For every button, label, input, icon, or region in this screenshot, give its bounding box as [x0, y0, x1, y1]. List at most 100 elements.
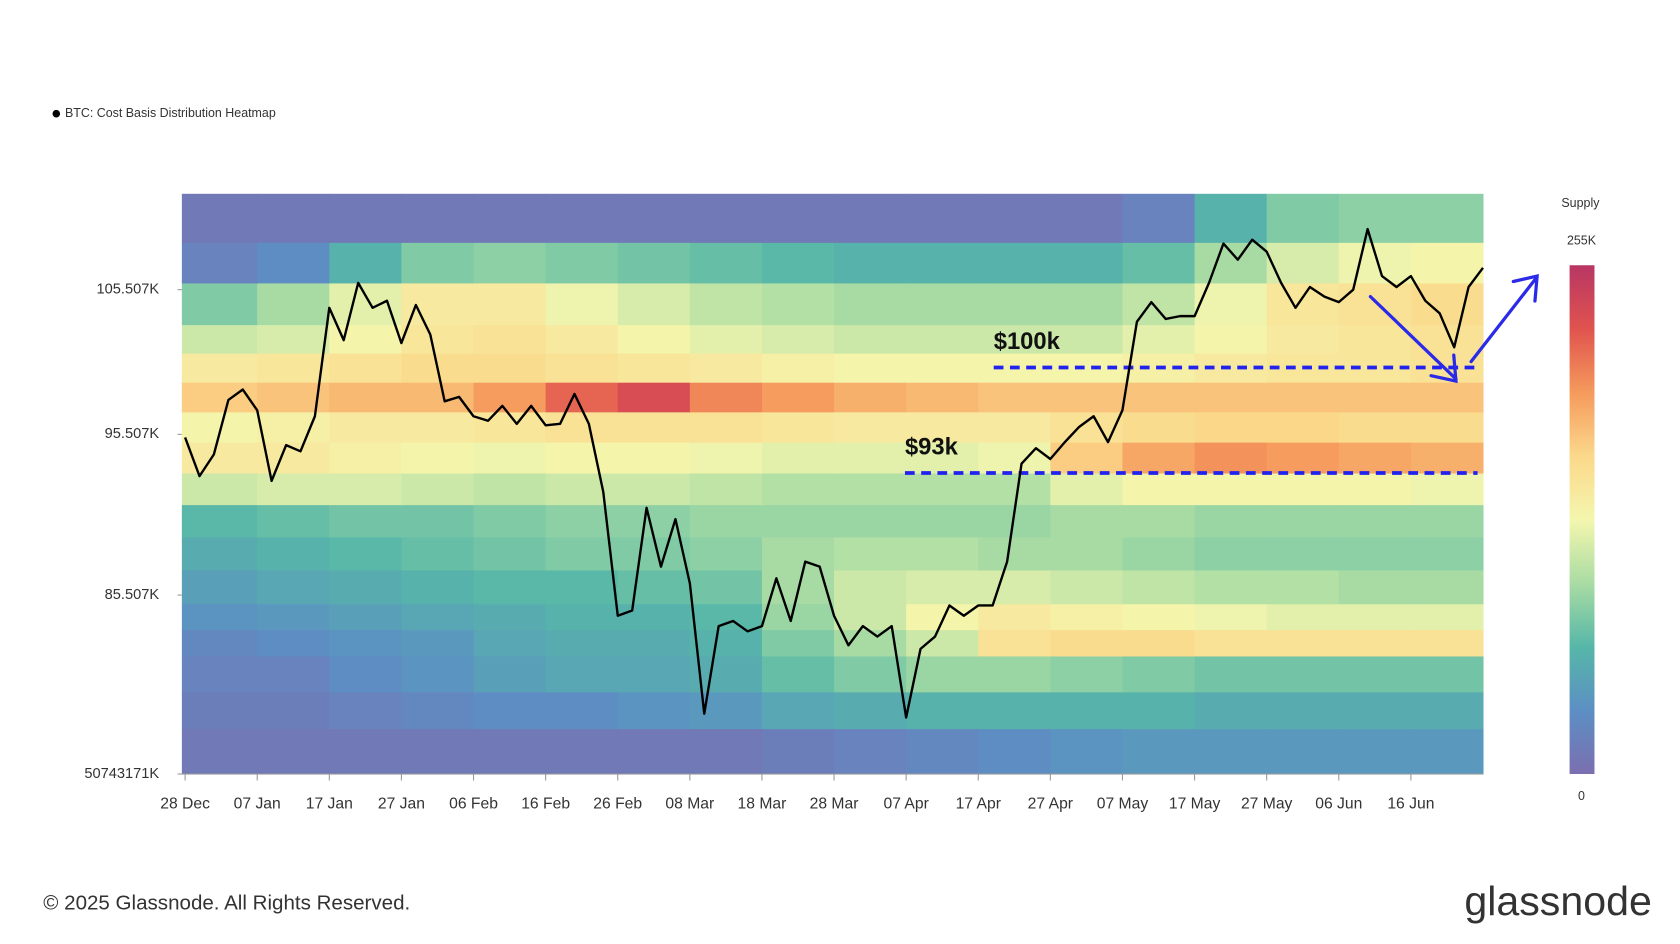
- heatmap-cell: [1122, 193, 1196, 243]
- heatmap-cell: [1194, 536, 1268, 571]
- heatmap-cell: [401, 382, 475, 413]
- heatmap-cell: [1266, 691, 1340, 730]
- heatmap-cell: [1410, 655, 1484, 693]
- x-tick-label: 07 May: [1097, 795, 1149, 812]
- heatmap-cell: [761, 324, 835, 354]
- heatmap-cell: [761, 655, 835, 693]
- heatmap-cell: [834, 353, 907, 383]
- heatmap-cell: [1050, 728, 1124, 775]
- heatmap-cell: [1410, 193, 1484, 243]
- heatmap-cell: [1266, 504, 1340, 538]
- heatmap-cell: [834, 472, 907, 506]
- x-tick-label: 17 May: [1169, 795, 1221, 812]
- heatmap-cell: [181, 411, 258, 443]
- heatmap-cell: [401, 242, 475, 284]
- heatmap-cell: [906, 282, 979, 326]
- heatmap-cell: [761, 282, 835, 326]
- heatmap-cell: [329, 324, 402, 354]
- heatmap-cell: [181, 691, 258, 730]
- heatmap-cell: [617, 282, 691, 326]
- y-tick-label: 95.507K: [105, 426, 160, 442]
- heatmap-cell: [689, 324, 763, 354]
- heatmap-cell: [1410, 242, 1484, 284]
- heatmap-cell: [1338, 382, 1412, 413]
- heatmap-cell: [257, 282, 330, 326]
- price-line: [183, 227, 1484, 719]
- heatmap-cell: [617, 193, 691, 243]
- x-tick-label: 16 Jun: [1387, 795, 1434, 812]
- heatmap-cell: [1338, 569, 1412, 605]
- heatmap-cell: [617, 442, 691, 474]
- heatmap-cell: [545, 472, 619, 506]
- heatmap-cell: [545, 242, 619, 284]
- logo: glassnode: [1464, 878, 1652, 924]
- heatmap-cell: [689, 353, 763, 383]
- heatmap-cell: [473, 504, 547, 538]
- heatmap-cell: [329, 353, 402, 383]
- heatmap-cell: [473, 242, 547, 284]
- heatmap-cell: [1050, 569, 1124, 605]
- heatmap-cell: [1338, 691, 1412, 730]
- heatmap-cell: [401, 504, 475, 538]
- heatmap-cell: [1338, 603, 1412, 631]
- heatmap-cell: [545, 536, 619, 571]
- heatmap-cell: [545, 655, 619, 693]
- heatmap-cell: [329, 655, 402, 693]
- heatmap-cell: [329, 242, 402, 284]
- x-tick-label: 17 Jan: [306, 795, 353, 812]
- heatmap-cell: [329, 282, 402, 326]
- heatmap-cell: [257, 472, 330, 506]
- heatmap-cell: [545, 442, 619, 474]
- heatmap-cell: [834, 504, 907, 538]
- heatmap-cell: [181, 655, 258, 693]
- heatmap-cell: [689, 728, 763, 775]
- heatmap-cell: [1050, 629, 1124, 657]
- heatmap-cell: [545, 603, 619, 631]
- heatmap-cell: [1122, 442, 1196, 474]
- heatmap-cell: [617, 242, 691, 284]
- heatmap-cell: [401, 603, 475, 631]
- heatmap-cell: [617, 603, 691, 631]
- heatmap-cell: [1122, 242, 1196, 284]
- heatmap-cell: [689, 569, 763, 605]
- heatmap-cell: [978, 282, 1051, 326]
- heatmap-cell: [761, 629, 835, 657]
- heatmap-cell: [689, 442, 763, 474]
- heatmap-cell: [329, 382, 402, 413]
- heatmap-cell: [761, 728, 835, 775]
- heatmap-cell: [978, 324, 1051, 354]
- heatmap-cell: [401, 691, 475, 730]
- heatmap-cell: [1194, 193, 1268, 243]
- heatmap-cell: [1410, 472, 1484, 506]
- heatmap-cell: [545, 728, 619, 775]
- heatmap-cell: [978, 603, 1051, 631]
- heatmap-cell: [473, 569, 547, 605]
- heatmap-cell: [181, 569, 258, 605]
- heatmap-cell: [1050, 193, 1124, 243]
- y-tick-label: 85.507K: [105, 587, 160, 603]
- heatmap-cell: [1410, 282, 1484, 326]
- heatmap-cell: [834, 411, 907, 443]
- heatmap-cell: [1194, 472, 1268, 506]
- colorbar-tick-label: 0: [1578, 789, 1585, 803]
- x-tick-label: 08 Mar: [665, 795, 714, 812]
- heatmap-cell: [1194, 629, 1268, 657]
- heatmap-cell: [401, 472, 475, 506]
- heatmap-cell: [1266, 282, 1340, 326]
- heatmap-cell: [689, 282, 763, 326]
- heatmap-cell: [906, 442, 979, 474]
- heatmap-cell: [689, 691, 763, 730]
- heatmap-cell: [473, 382, 547, 413]
- heatmap-cell: [761, 442, 835, 474]
- heatmap-cell: [906, 193, 979, 243]
- heatmap-cell: [181, 629, 258, 657]
- heatmap-cell: [761, 193, 835, 243]
- heatmap-cell: [401, 282, 475, 326]
- heatmap-cell: [473, 353, 547, 383]
- heatmap-cell: [1194, 728, 1268, 775]
- x-tick-label: 27 Apr: [1028, 795, 1073, 812]
- heatmap-cell: [761, 504, 835, 538]
- heatmap-cell: [906, 353, 979, 383]
- heatmap-cell: [761, 353, 835, 383]
